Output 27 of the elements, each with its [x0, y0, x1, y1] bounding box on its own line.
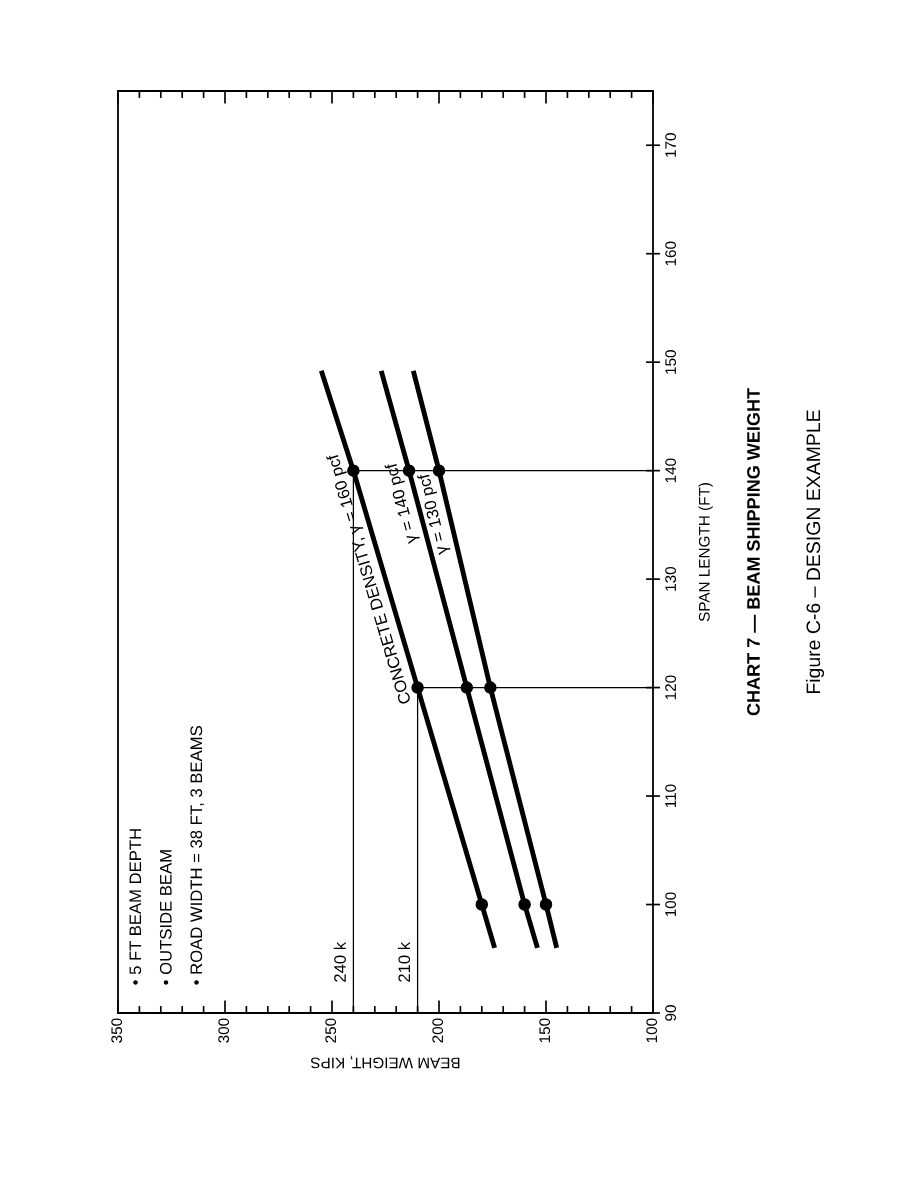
annotation: • 5 FT BEAM DEPTH	[129, 829, 142, 985]
point	[475, 898, 489, 911]
point	[518, 898, 531, 911]
ref-line-label: 210 k	[397, 941, 411, 982]
text: CHART 7 — BEAM SHIPPING WEIGHT	[747, 388, 760, 716]
y-tick-label: 90	[665, 1005, 677, 1021]
ref-line-label: 240 k	[333, 941, 346, 982]
y-tick-label: 150	[665, 350, 677, 374]
x-tick-label: 100	[646, 1018, 658, 1043]
point	[539, 898, 553, 911]
x-tick-label: 200	[432, 1018, 444, 1043]
y-tick-label: 120	[665, 675, 677, 700]
y-tick-label: 100	[665, 892, 677, 917]
annotation: • ROAD WIDTH = 38 FT, 3 BEAMS	[190, 726, 205, 985]
y-tick-label: 140	[665, 458, 677, 483]
y-axis-title: SPAN LENGTH (FT)	[698, 483, 713, 622]
x-tick-label: 250	[325, 1018, 337, 1043]
x-tick-label: 300	[218, 1018, 230, 1043]
x-tick-label: 150	[539, 1018, 551, 1043]
y-tick-label: 130	[665, 566, 677, 591]
y-tick-label: 160	[665, 241, 677, 266]
y-tick-label: 110	[665, 784, 677, 808]
text: Figure C-6 – DESIGN EXAMPLE	[805, 410, 825, 694]
annotation: • OUTSIDE BEAM	[159, 850, 172, 985]
x-axis-title: BEAM WEIGHT, KIPS	[311, 1055, 460, 1069]
x-tick-label: 350	[111, 1018, 123, 1043]
y-tick-label: 170	[665, 133, 677, 157]
